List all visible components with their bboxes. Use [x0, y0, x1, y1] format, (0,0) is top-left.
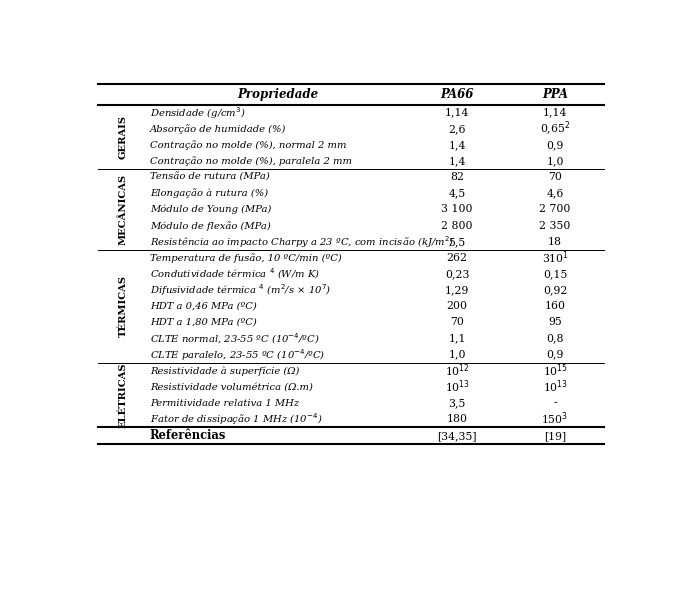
Text: 1,0: 1,0 [546, 156, 564, 166]
Text: 0,23: 0,23 [445, 269, 469, 279]
Text: Temperatura de fusão, 10 ºC/min (ºC): Temperatura de fusão, 10 ºC/min (ºC) [150, 253, 341, 263]
Text: Módulo de Young (MPa): Módulo de Young (MPa) [150, 205, 271, 214]
Text: Módulo de flexão (MPa): Módulo de flexão (MPa) [150, 221, 271, 231]
Text: CLTE normal, 23-55 ºC (10$^{-4}$/ºC): CLTE normal, 23-55 ºC (10$^{-4}$/ºC) [150, 331, 320, 346]
Text: 2 700: 2 700 [539, 205, 571, 215]
Text: Referências: Referências [150, 430, 226, 442]
Text: 82: 82 [450, 172, 464, 182]
Text: Propriedade: Propriedade [237, 87, 319, 100]
Text: PA66: PA66 [441, 87, 474, 100]
Text: Contração no molde (%), normal 2 mm: Contração no molde (%), normal 2 mm [150, 140, 346, 150]
Text: Condutividade térmica $^4$ (W/m K): Condutividade térmica $^4$ (W/m K) [150, 267, 320, 281]
Text: 10$^{13}$: 10$^{13}$ [445, 379, 470, 395]
Text: 3 100: 3 100 [441, 205, 473, 215]
Text: 262: 262 [447, 253, 468, 263]
Text: 2 350: 2 350 [539, 221, 571, 231]
Text: Permitividade relativa 1 MHz: Permitividade relativa 1 MHz [150, 398, 299, 408]
Text: Fator de dissipação 1 MHz (10$^{-4}$): Fator de dissipação 1 MHz (10$^{-4}$) [150, 411, 322, 427]
Text: 1,29: 1,29 [445, 285, 469, 295]
Text: 18: 18 [548, 237, 562, 247]
Text: 1,0: 1,0 [448, 350, 466, 360]
Text: 4,5: 4,5 [449, 188, 466, 198]
Text: 310$^1$: 310$^1$ [541, 250, 568, 266]
Text: TÉRMICAS: TÉRMICAS [118, 276, 127, 337]
Text: Densidade (g/cm$^3$): Densidade (g/cm$^3$) [150, 105, 245, 120]
Text: 3,5: 3,5 [448, 398, 466, 408]
Text: [34,35]: [34,35] [437, 431, 477, 441]
Text: 2 800: 2 800 [441, 221, 473, 231]
Text: HDT a 1,80 MPa (ºC): HDT a 1,80 MPa (ºC) [150, 318, 256, 327]
Text: 1,14: 1,14 [543, 108, 567, 118]
Text: 10$^{12}$: 10$^{12}$ [445, 362, 469, 379]
Text: 1,1: 1,1 [448, 333, 466, 343]
Text: Resistência ao impacto Charpy a 23 ºC, com incisão (kJ/m$^2$): Resistência ao impacto Charpy a 23 ºC, c… [150, 234, 454, 250]
Text: Resistividade volumétrica (Ω.m): Resistividade volumétrica (Ω.m) [150, 382, 313, 391]
Text: -: - [554, 398, 557, 408]
Text: 70: 70 [548, 172, 562, 182]
Text: 1,4: 1,4 [448, 140, 466, 150]
Text: PPA: PPA [542, 87, 568, 100]
Text: Tensão de rutura (MPa): Tensão de rutura (MPa) [150, 173, 269, 182]
Text: Elongação à rutura (%): Elongação à rutura (%) [150, 188, 268, 198]
Text: 10$^{15}$: 10$^{15}$ [543, 362, 568, 379]
Text: 0,15: 0,15 [543, 269, 567, 279]
Text: 2,6: 2,6 [448, 124, 466, 134]
Text: GERAIS: GERAIS [118, 115, 127, 159]
Text: 70: 70 [450, 317, 464, 327]
Text: MECÂNICAS: MECÂNICAS [118, 174, 127, 245]
Text: 1,4: 1,4 [448, 156, 466, 166]
Text: 0,65$^2$: 0,65$^2$ [540, 120, 571, 138]
Text: 0,9: 0,9 [546, 350, 564, 360]
Text: Contração no molde (%), paralela 2 mm: Contração no molde (%), paralela 2 mm [150, 156, 352, 166]
Text: HDT a 0,46 MPa (ºC): HDT a 0,46 MPa (ºC) [150, 301, 256, 311]
Text: CLTE paralelo, 23-55 ºC (10$^{-4}$/ºC): CLTE paralelo, 23-55 ºC (10$^{-4}$/ºC) [150, 347, 325, 362]
Text: 95: 95 [548, 317, 562, 327]
Text: Difusividade térmica $^4$ (m$^2$/s × 10$^7$): Difusividade térmica $^4$ (m$^2$/s × 10$… [150, 282, 331, 298]
Text: 160: 160 [545, 301, 566, 312]
Text: Absorção de humidade (%): Absorção de humidade (%) [150, 124, 286, 134]
Text: 5,5: 5,5 [449, 237, 466, 247]
Text: 0,9: 0,9 [546, 140, 564, 150]
Text: 10$^{13}$: 10$^{13}$ [543, 379, 568, 395]
Text: [19]: [19] [544, 431, 566, 441]
Text: 4,6: 4,6 [546, 188, 564, 198]
Text: Resistividade à superfície (Ω): Resistividade à superfície (Ω) [150, 366, 299, 375]
Text: 0,92: 0,92 [543, 285, 567, 295]
Text: ELÉTRICAS: ELÉTRICAS [118, 362, 127, 428]
Text: 180: 180 [447, 414, 468, 424]
Text: 150$^3$: 150$^3$ [541, 411, 568, 427]
Text: 200: 200 [447, 301, 468, 312]
Text: 1,14: 1,14 [445, 108, 469, 118]
Text: 0,8: 0,8 [546, 333, 564, 343]
